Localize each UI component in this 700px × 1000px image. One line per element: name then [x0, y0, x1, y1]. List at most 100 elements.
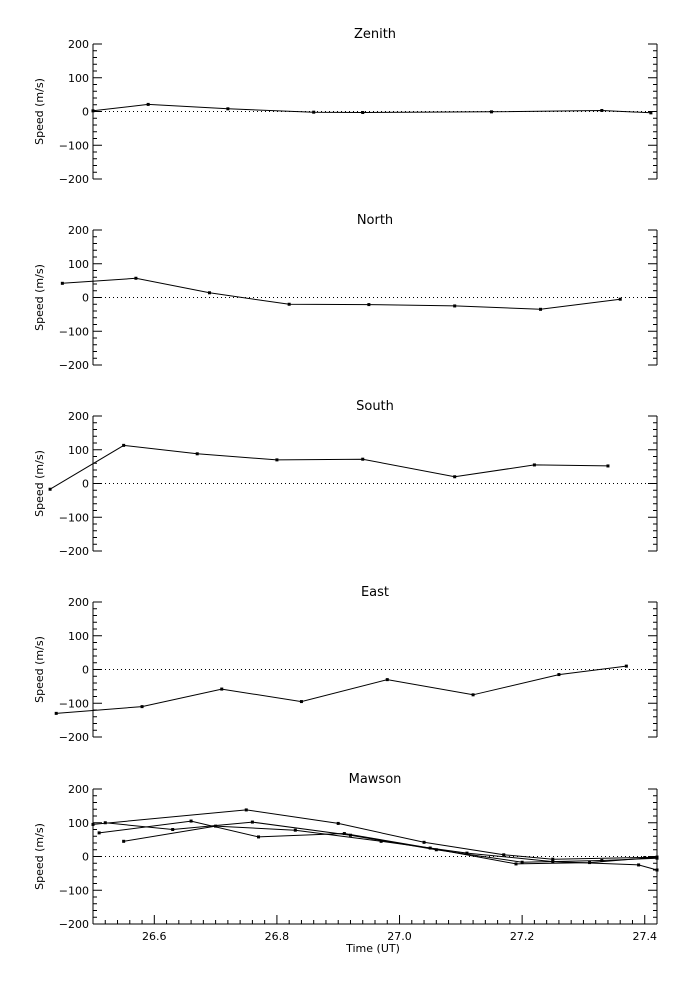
panel-title: Mawson	[349, 772, 402, 787]
data-point	[489, 110, 493, 114]
data-point	[250, 820, 254, 824]
data-point	[293, 828, 297, 832]
y-axis-label: Speed (m/s)	[33, 78, 46, 145]
y-tick-label: −200	[59, 359, 89, 372]
data-point	[195, 452, 199, 456]
data-point	[520, 860, 524, 864]
y-tick-label: −200	[59, 545, 89, 558]
y-tick-label: 200	[68, 783, 89, 796]
data-point	[287, 302, 291, 306]
y-axis-label: Speed (m/s)	[33, 636, 46, 703]
panel-zenith: 200 100 0 −100 −200 Zenith Speed (m/s)	[33, 27, 658, 186]
series-line	[123, 825, 658, 871]
y-tick-label: −100	[59, 139, 89, 152]
y-tick-label: 100	[68, 630, 89, 643]
panel-title: Zenith	[354, 27, 396, 42]
panel-east: 200 100 0 −100 −200 East Speed (m/s)	[33, 585, 658, 744]
data-point	[502, 853, 506, 857]
data-point	[557, 673, 561, 677]
series-line	[92, 809, 658, 860]
series-line	[49, 444, 609, 490]
data-point	[471, 693, 475, 697]
data-point	[434, 848, 438, 852]
y-axis-label: Speed (m/s)	[33, 450, 46, 517]
data-point	[655, 856, 659, 860]
data-point	[91, 822, 95, 826]
y-tick-label: 0	[82, 664, 89, 677]
series-line	[62, 277, 621, 310]
y-tick-label: −200	[59, 918, 89, 931]
data-point	[312, 110, 316, 114]
data-point	[637, 863, 641, 867]
y-tick-label: −100	[59, 884, 89, 897]
data-point	[146, 102, 150, 106]
panel-title: East	[361, 585, 389, 600]
x-tick-label: 26.8	[265, 930, 290, 943]
data-point	[367, 303, 371, 307]
panel-title: South	[356, 399, 394, 414]
y-axis-label: Speed (m/s)	[33, 823, 46, 890]
data-point	[244, 808, 248, 812]
data-point	[140, 705, 144, 709]
data-point	[606, 464, 610, 468]
data-point	[361, 111, 365, 115]
data-point	[624, 664, 628, 668]
data-point	[257, 835, 261, 839]
x-tick-label: 27.4	[632, 930, 657, 943]
x-axis-label: Time (UT)	[345, 942, 400, 955]
y-tick-label: 200	[68, 596, 89, 609]
panel-mawson: 200 100 0 −100 −200 26.6 26.8 27.0 27.2 27.4 Time …	[33, 772, 659, 955]
data-point	[532, 463, 536, 467]
y-tick-label: 100	[68, 817, 89, 830]
data-point	[214, 824, 218, 828]
data-point	[453, 304, 457, 308]
series-mawson-4	[122, 824, 659, 872]
data-point	[379, 839, 383, 843]
series-line	[99, 820, 658, 865]
data-point	[91, 109, 95, 113]
data-point	[122, 443, 126, 447]
y-tick-label: −100	[59, 697, 89, 710]
data-point	[134, 276, 138, 280]
y-tick-label: 100	[68, 444, 89, 457]
data-point	[465, 851, 469, 855]
y-tick-label: 0	[82, 292, 89, 305]
data-point	[551, 857, 555, 861]
series-north	[60, 276, 622, 311]
y-tick-label: 200	[68, 224, 89, 237]
y-tick-label: −200	[59, 173, 89, 186]
data-point	[122, 839, 126, 843]
data-point	[385, 678, 389, 682]
series-mawson-1	[91, 808, 659, 861]
x-tick-label: 26.6	[142, 930, 167, 943]
data-point	[600, 108, 604, 112]
data-point	[336, 821, 340, 825]
data-point	[189, 819, 193, 823]
panel-south: 200 100 0 −100 −200 South Speed (m/s)	[33, 399, 658, 558]
data-point	[48, 487, 52, 491]
panel-title: North	[357, 213, 393, 228]
data-point	[220, 687, 224, 691]
x-tick-label: 27.0	[387, 930, 412, 943]
data-point	[643, 856, 647, 860]
panel-north: 200 100 0 −100 −200 North Speed (m/s)	[33, 213, 658, 372]
y-tick-label: −100	[59, 325, 89, 338]
y-tick-label: 0	[82, 851, 89, 864]
series-east	[54, 664, 628, 715]
data-point	[655, 868, 659, 872]
data-point	[348, 833, 352, 837]
series-south	[48, 443, 610, 491]
y-tick-label: 0	[82, 478, 89, 491]
data-point	[453, 475, 457, 479]
y-axis-label: Speed (m/s)	[33, 264, 46, 331]
data-point	[600, 859, 604, 863]
data-point	[103, 821, 107, 825]
data-point	[171, 828, 175, 831]
y-tick-label: −100	[59, 511, 89, 524]
data-point	[422, 840, 426, 844]
data-point	[514, 862, 518, 866]
y-tick-label: 100	[68, 258, 89, 271]
y-tick-label: 100	[68, 72, 89, 85]
series-zenith	[91, 102, 653, 115]
